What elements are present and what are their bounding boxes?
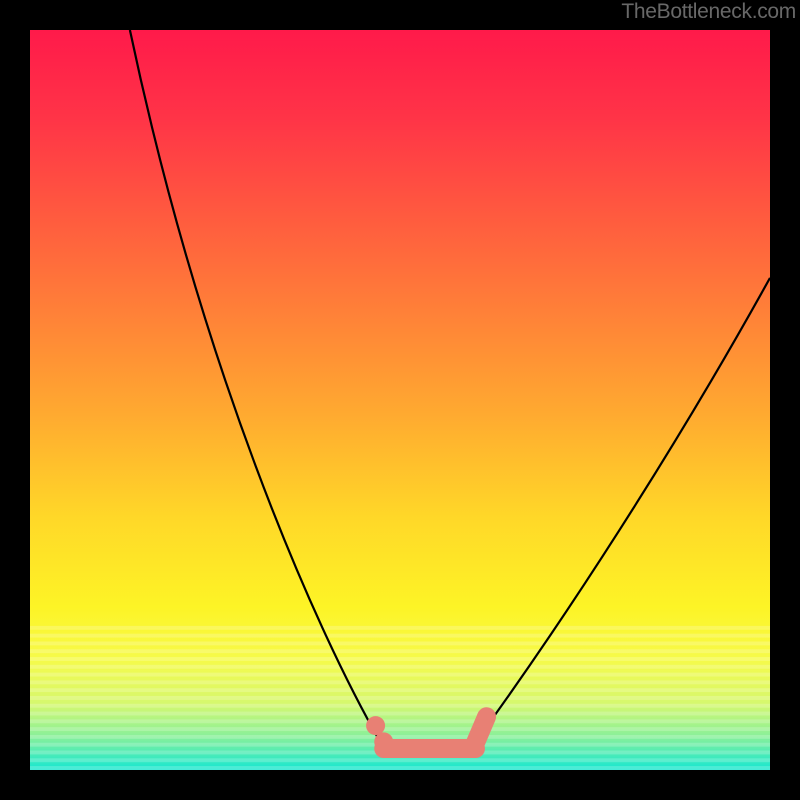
bottleneck-chart xyxy=(0,0,800,800)
attribution-text: TheBottleneck.com xyxy=(621,0,796,24)
